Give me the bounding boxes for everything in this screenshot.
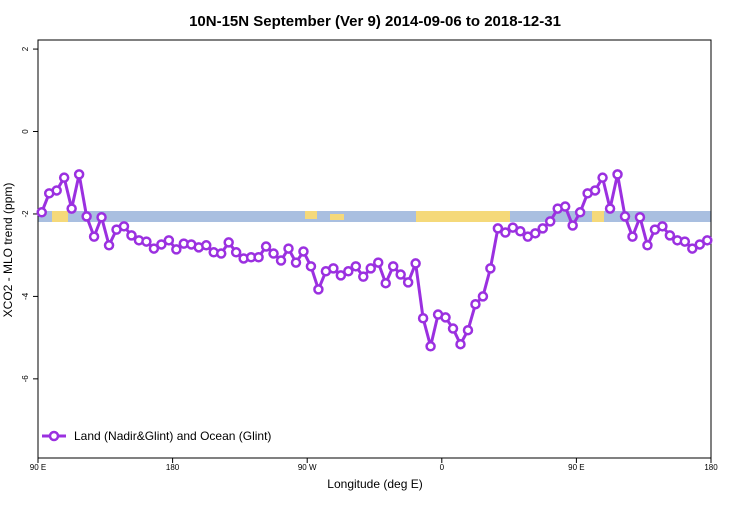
chart-title: 10N-15N September (Ver 9) 2014-09-06 to … [189,13,561,30]
data-point [51,185,62,196]
data-point [358,271,369,282]
data-point [335,270,347,281]
data-point [485,263,496,274]
data-point [215,248,227,259]
data-point [627,231,638,242]
data-point [126,230,137,241]
data-point [679,236,691,247]
data-point [537,223,548,234]
data-point [96,212,107,223]
data-point [141,236,152,247]
data-point [634,212,646,223]
data-point [350,261,362,272]
data-point [694,239,706,250]
data-point [462,324,474,336]
y-tick-label: 2 [21,46,30,51]
data-point [470,298,481,310]
x-tick-label: 90 E [30,463,46,472]
data-point [642,240,653,251]
x-tick-label: 90 E [568,463,584,472]
data-point [66,203,77,214]
data-point [574,207,586,218]
data-point [395,269,406,280]
data-point [447,323,459,334]
data-point [275,255,287,266]
land-ocean-band [38,211,711,222]
data-point [313,284,324,295]
data-point [163,235,175,246]
data-point [290,257,302,268]
data-point [328,263,339,274]
data-point [477,291,489,302]
data-point [567,220,578,231]
data-point [597,172,608,183]
data-point [410,258,421,269]
data-point [298,246,309,257]
data-point [372,257,384,268]
data-point [492,223,504,234]
y-tick-label: -6 [21,375,30,383]
x-axis-title: Longitude (deg E) [327,477,422,491]
data-point [365,263,377,274]
x-tick-label: 180 [704,463,718,472]
legend-marker [48,430,60,442]
data-point [589,185,601,196]
data-point [103,240,115,251]
land-patch [52,211,68,222]
data-point [402,277,414,288]
data-point [612,169,623,180]
data-point [657,221,668,232]
data-point [260,241,272,252]
data-point [118,221,130,232]
data-point [343,266,354,277]
data-point [305,261,317,272]
data-point [619,211,631,222]
y-tick-label: -2 [21,210,30,218]
data-point [515,226,526,237]
data-point [604,203,616,214]
data-point [664,230,676,241]
x-tick-label: 90 W [298,463,317,472]
data-point [702,235,713,246]
data-point [268,248,279,259]
x-tick-label: 180 [166,463,180,472]
data-point [559,201,571,212]
y-tick-label: -4 [21,292,30,300]
data-point [687,243,698,254]
data-point [201,240,212,251]
data-point [544,216,556,227]
legend: Land (Nadir&Glint) and Ocean (Glint) [42,429,271,443]
ocean-band [38,211,711,222]
legend-label: Land (Nadir&Glint) and Ocean (Glint) [74,429,271,443]
data-point [417,313,429,324]
land-patch [330,214,344,220]
data-point [58,172,70,183]
data-point [230,247,242,258]
data-point [440,312,451,323]
y-axis-title: XCO2 - MLO trend (ppm) [1,183,15,318]
data-point [253,251,264,263]
data-point [387,261,399,272]
y-tick-label: 0 [21,129,30,134]
data-point [36,207,47,218]
land-patch [305,211,317,219]
data-point [500,227,511,238]
land-patch [416,211,510,222]
data-point [455,338,466,350]
data-point [530,228,541,239]
data-point [81,211,92,222]
land-patch [592,211,604,222]
data-point [73,169,85,180]
x-tick-label: 0 [440,463,445,472]
data-point [148,243,160,254]
data-point [425,341,436,352]
data-point [283,243,294,254]
data-point [171,244,182,255]
data-point [223,237,234,248]
plot-frame [37,39,712,459]
data-point [88,231,100,242]
data-point [156,239,167,250]
data-point [380,277,391,289]
